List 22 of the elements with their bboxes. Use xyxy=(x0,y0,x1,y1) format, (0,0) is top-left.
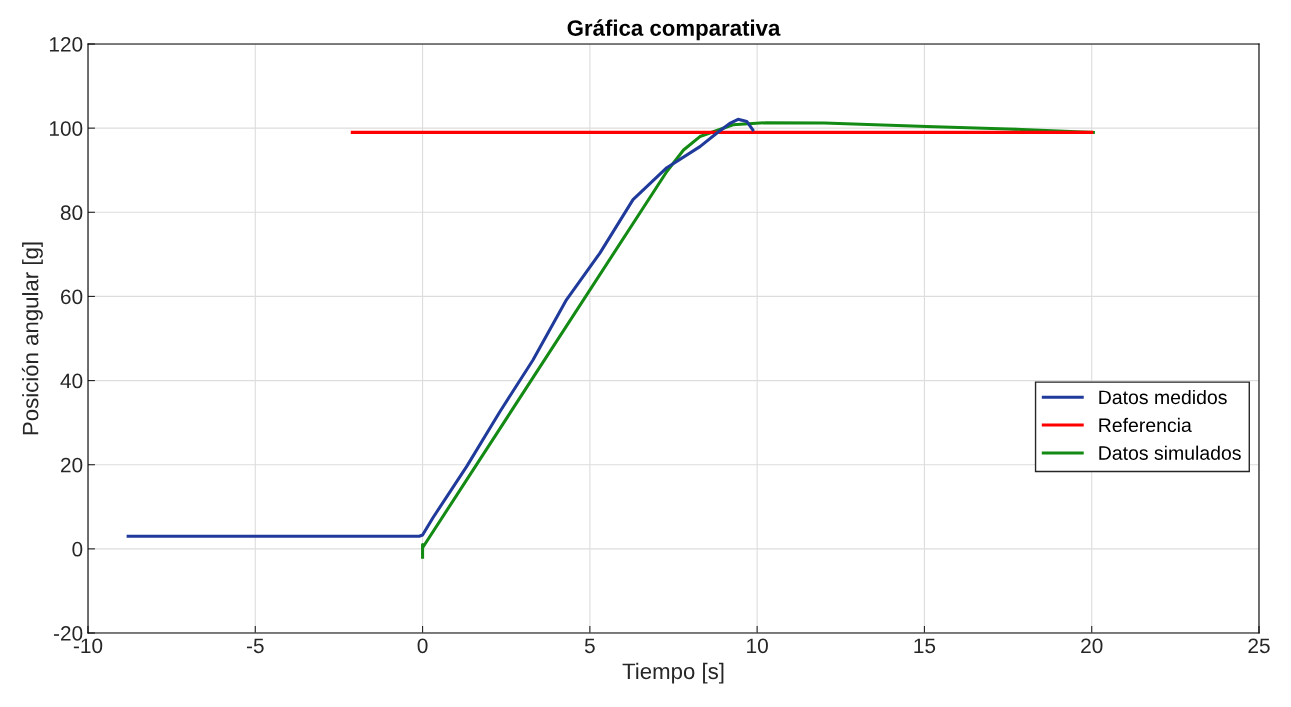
y-tick-label: 60 xyxy=(61,289,83,305)
y-tick-label: 80 xyxy=(60,205,83,221)
x-tick-label: 20 xyxy=(1081,638,1103,654)
y-tick-label: 120 xyxy=(49,37,83,52)
legend-label: Datos simulados xyxy=(1099,445,1241,460)
y-axis-title: Posición angular [g] xyxy=(21,242,43,435)
line-series xyxy=(126,117,755,538)
x-tick-label: 15 xyxy=(914,638,936,654)
legend-label: Referencia xyxy=(1099,417,1192,433)
line-series xyxy=(421,121,1095,559)
x-tick-label: 25 xyxy=(1248,638,1270,654)
y-tick-label: 40 xyxy=(60,373,83,389)
legend-label: Datos medidos xyxy=(1099,389,1227,405)
y-tick-label: 100 xyxy=(49,121,83,136)
x-tick-label: 5 xyxy=(584,638,595,654)
x-tick-label: 10 xyxy=(747,638,768,654)
x-tick-label: 0 xyxy=(417,638,428,654)
x-tick-label: -5 xyxy=(246,638,264,654)
y-tick-label: 0 xyxy=(72,541,83,557)
chart-title: Gráfica comparativa xyxy=(567,19,781,41)
y-tick-label: 20 xyxy=(61,457,83,473)
x-axis-title: Tiempo [s] xyxy=(622,662,724,684)
